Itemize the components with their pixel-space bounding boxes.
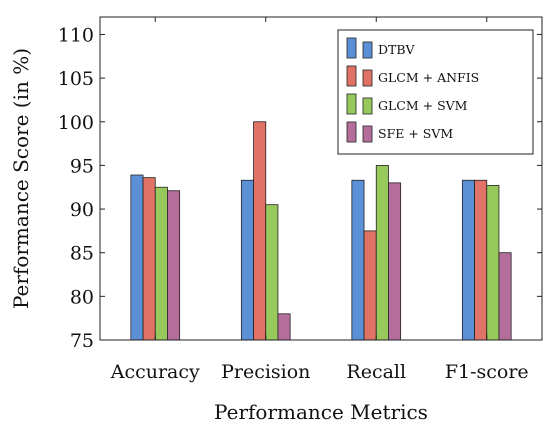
- bar-precision-glcm-svm: [265, 204, 279, 341]
- y-tick-label: 100: [58, 112, 94, 134]
- legend-swatch: [346, 93, 357, 115]
- legend-swatch: [346, 37, 357, 59]
- y-tick-label: 80: [70, 286, 94, 308]
- bar-precision-glcm-anfis: [253, 121, 267, 341]
- x-tick-label: F1-score: [445, 361, 529, 383]
- legend-swatch-small: [362, 41, 373, 59]
- axes-layer: 75 80 85 90 95 100 105 110 Accuracy Precision Reca…: [58, 16, 543, 383]
- bar-recall-glcm-anfis: [363, 230, 377, 341]
- legend-label: DTBV: [378, 42, 416, 57]
- legend-label: GLCM + SVM: [378, 98, 468, 113]
- y-tick-label: 85: [70, 243, 94, 265]
- x-axis-title: Performance Metrics: [214, 400, 428, 424]
- legend-swatch-small: [362, 69, 373, 87]
- bar-accuracy-glcm-svm: [154, 186, 168, 341]
- bar-precision-dtbv: [240, 179, 254, 341]
- y-tick-label: 75: [70, 330, 94, 352]
- y-tick-label: 95: [70, 155, 94, 177]
- y-tick-label: 90: [70, 199, 94, 221]
- bars-layer: [130, 121, 512, 341]
- legend: DTBV GLCM + ANFIS GLCM + SVM SFE + SVM: [337, 29, 534, 155]
- x-tick-label: Recall: [346, 361, 406, 383]
- bar-accuracy-sfe-svm: [167, 190, 181, 341]
- bar-recall-dtbv: [351, 179, 365, 341]
- legend-swatch: [346, 121, 357, 143]
- bar-precision-sfe-svm: [277, 313, 291, 341]
- legend-label: GLCM + ANFIS: [378, 70, 479, 85]
- y-tick-label: 110: [58, 24, 94, 46]
- bar-f1-score-glcm-anfis: [474, 179, 488, 341]
- legend-swatch-small: [362, 125, 373, 143]
- x-tick-label: Precision: [221, 361, 310, 383]
- bar-f1-score-sfe-svm: [498, 252, 512, 341]
- y-axis-title: Performance Score (in %): [9, 48, 33, 309]
- legend-swatch: [346, 65, 357, 87]
- legend-label: SFE + SVM: [378, 126, 453, 141]
- y-tick-label: 105: [58, 68, 94, 90]
- plot-frame: [99, 16, 543, 341]
- bar-f1-score-glcm-svm: [486, 185, 500, 341]
- bar-accuracy-glcm-anfis: [142, 177, 156, 341]
- legend-swatch-small: [362, 97, 373, 115]
- bar-accuracy-dtbv: [130, 174, 144, 341]
- bar-recall-glcm-svm: [375, 165, 389, 341]
- bar-f1-score-dtbv: [461, 179, 475, 341]
- x-tick-label: Accuracy: [110, 361, 200, 383]
- bar-recall-sfe-svm: [388, 182, 402, 341]
